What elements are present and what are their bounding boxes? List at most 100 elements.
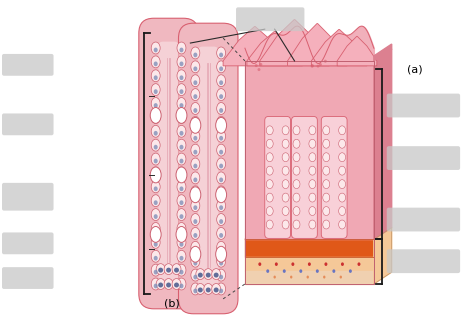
Ellipse shape bbox=[338, 139, 346, 148]
Polygon shape bbox=[245, 239, 374, 257]
Ellipse shape bbox=[154, 228, 158, 233]
Ellipse shape bbox=[282, 126, 289, 135]
Ellipse shape bbox=[219, 205, 223, 210]
Ellipse shape bbox=[217, 283, 226, 295]
Ellipse shape bbox=[324, 60, 327, 63]
Ellipse shape bbox=[338, 220, 346, 229]
Ellipse shape bbox=[212, 284, 220, 294]
Ellipse shape bbox=[151, 153, 160, 165]
Ellipse shape bbox=[293, 126, 300, 135]
Ellipse shape bbox=[151, 181, 160, 193]
Ellipse shape bbox=[219, 191, 223, 196]
Ellipse shape bbox=[292, 262, 294, 266]
Ellipse shape bbox=[190, 118, 201, 133]
Ellipse shape bbox=[293, 180, 300, 189]
Ellipse shape bbox=[216, 187, 227, 203]
Ellipse shape bbox=[193, 219, 197, 224]
Ellipse shape bbox=[190, 246, 201, 262]
Ellipse shape bbox=[338, 207, 346, 215]
Ellipse shape bbox=[151, 125, 160, 137]
Ellipse shape bbox=[219, 247, 223, 252]
Ellipse shape bbox=[341, 262, 344, 266]
Ellipse shape bbox=[151, 208, 160, 220]
Ellipse shape bbox=[156, 279, 165, 290]
Ellipse shape bbox=[191, 130, 200, 142]
Ellipse shape bbox=[177, 250, 186, 262]
Ellipse shape bbox=[219, 108, 223, 113]
Ellipse shape bbox=[266, 220, 273, 229]
Ellipse shape bbox=[193, 275, 197, 280]
Ellipse shape bbox=[217, 269, 226, 281]
Ellipse shape bbox=[198, 288, 203, 292]
Ellipse shape bbox=[180, 173, 183, 177]
Ellipse shape bbox=[206, 273, 211, 278]
Ellipse shape bbox=[154, 270, 158, 275]
Ellipse shape bbox=[217, 200, 226, 211]
Ellipse shape bbox=[151, 264, 160, 276]
Polygon shape bbox=[247, 32, 302, 66]
Ellipse shape bbox=[191, 61, 200, 73]
Ellipse shape bbox=[275, 262, 278, 266]
Ellipse shape bbox=[319, 63, 322, 66]
Ellipse shape bbox=[282, 153, 289, 162]
Ellipse shape bbox=[158, 268, 163, 273]
Ellipse shape bbox=[154, 159, 158, 163]
Ellipse shape bbox=[219, 261, 223, 266]
Ellipse shape bbox=[154, 242, 158, 247]
Ellipse shape bbox=[339, 276, 342, 279]
Ellipse shape bbox=[193, 289, 197, 293]
Ellipse shape bbox=[198, 273, 203, 278]
FancyBboxPatch shape bbox=[236, 7, 304, 31]
Ellipse shape bbox=[190, 187, 201, 203]
Ellipse shape bbox=[177, 153, 186, 165]
Ellipse shape bbox=[217, 227, 226, 239]
FancyBboxPatch shape bbox=[387, 146, 460, 170]
Ellipse shape bbox=[311, 64, 314, 67]
Polygon shape bbox=[223, 27, 287, 66]
Ellipse shape bbox=[307, 276, 309, 279]
Ellipse shape bbox=[180, 187, 183, 191]
Ellipse shape bbox=[151, 84, 160, 96]
Ellipse shape bbox=[282, 139, 289, 148]
Ellipse shape bbox=[177, 139, 186, 151]
Ellipse shape bbox=[273, 276, 276, 279]
Ellipse shape bbox=[154, 61, 158, 66]
Ellipse shape bbox=[166, 283, 171, 288]
Ellipse shape bbox=[338, 126, 346, 135]
Ellipse shape bbox=[323, 126, 330, 135]
Ellipse shape bbox=[309, 153, 316, 162]
Ellipse shape bbox=[338, 166, 346, 175]
Ellipse shape bbox=[191, 200, 200, 211]
Ellipse shape bbox=[204, 269, 213, 280]
FancyBboxPatch shape bbox=[292, 117, 317, 238]
Ellipse shape bbox=[217, 213, 226, 225]
Ellipse shape bbox=[338, 153, 346, 162]
Ellipse shape bbox=[282, 193, 289, 202]
Ellipse shape bbox=[323, 153, 330, 162]
Ellipse shape bbox=[217, 144, 226, 156]
Ellipse shape bbox=[177, 278, 186, 290]
Ellipse shape bbox=[191, 283, 200, 295]
Ellipse shape bbox=[177, 42, 186, 54]
Ellipse shape bbox=[217, 103, 226, 115]
Ellipse shape bbox=[180, 284, 183, 289]
Ellipse shape bbox=[154, 131, 158, 136]
Ellipse shape bbox=[217, 89, 226, 101]
Ellipse shape bbox=[191, 241, 200, 253]
Ellipse shape bbox=[357, 262, 360, 266]
Polygon shape bbox=[374, 44, 392, 61]
Ellipse shape bbox=[214, 288, 219, 292]
Ellipse shape bbox=[193, 247, 197, 252]
Polygon shape bbox=[337, 36, 377, 66]
Ellipse shape bbox=[191, 158, 200, 170]
Ellipse shape bbox=[180, 145, 183, 149]
Ellipse shape bbox=[193, 178, 197, 182]
Ellipse shape bbox=[338, 180, 346, 189]
Ellipse shape bbox=[154, 117, 158, 122]
Ellipse shape bbox=[180, 75, 183, 80]
Text: (b): (b) bbox=[164, 299, 179, 309]
Ellipse shape bbox=[219, 164, 223, 168]
Ellipse shape bbox=[154, 187, 158, 191]
Ellipse shape bbox=[217, 130, 226, 142]
Polygon shape bbox=[260, 20, 329, 66]
